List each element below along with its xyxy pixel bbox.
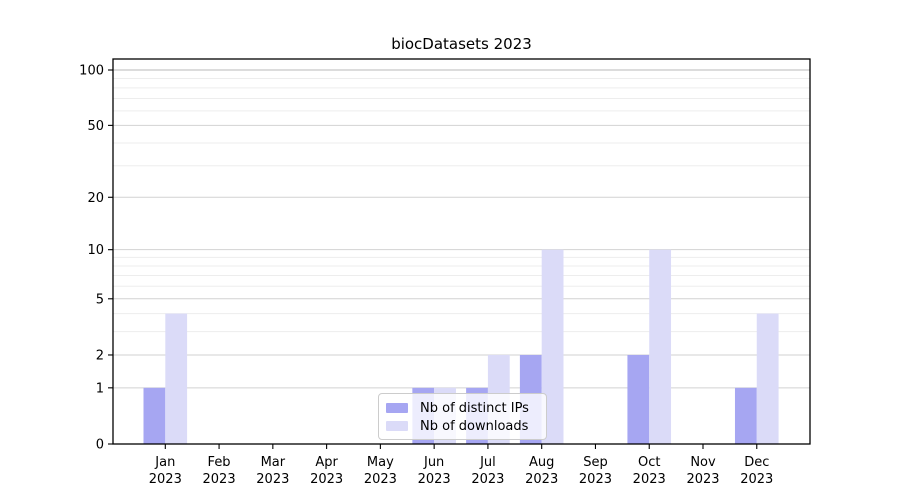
x-tick-label-year: 2023 — [525, 472, 558, 487]
y-tick-label: 5 — [96, 292, 104, 307]
x-tick-label-year: 2023 — [418, 472, 451, 487]
x-tick-label-year: 2023 — [203, 472, 236, 487]
bar-distinct-ips-oct — [627, 354, 650, 444]
bar-downloads-oct — [649, 249, 672, 444]
x-tick-label-year: 2023 — [471, 472, 504, 487]
x-tick-label-month: Apr — [315, 455, 338, 470]
legend-label-downloads: Nb of downloads — [420, 418, 529, 434]
x-tick-label-month: Nov — [690, 455, 716, 470]
x-tick-label-year: 2023 — [579, 472, 612, 487]
y-tick-label: 100 — [79, 64, 104, 79]
legend-swatch-downloads — [386, 421, 408, 431]
x-tick-label-year: 2023 — [310, 472, 343, 487]
legend-item-downloads: Nb of downloads — [386, 417, 538, 435]
bar-distinct-ips-jan — [143, 387, 166, 444]
x-tick-label-month: Sep — [583, 455, 608, 470]
x-tick-label-year: 2023 — [740, 472, 773, 487]
y-tick-label: 10 — [87, 243, 104, 258]
bar-distinct-ips-dec — [734, 387, 757, 444]
x-tick-label-month: Jun — [423, 455, 444, 470]
x-tick-label-month: Dec — [744, 455, 769, 470]
x-tick-label-year: 2023 — [633, 472, 666, 487]
bar-downloads-aug — [541, 249, 564, 444]
legend: Nb of distinct IPs Nb of downloads — [378, 393, 547, 440]
x-tick-label-year: 2023 — [256, 472, 289, 487]
x-tick-label-month: Mar — [261, 455, 286, 470]
legend-label-distinct-ips: Nb of distinct IPs — [420, 400, 529, 416]
y-tick-label: 1 — [96, 381, 104, 396]
x-tick-label-month: May — [367, 455, 394, 470]
x-tick-label-month: Feb — [208, 455, 231, 470]
legend-item-distinct-ips: Nb of distinct IPs — [386, 399, 538, 417]
bar-downloads-jan — [165, 313, 188, 444]
bar-downloads-dec — [756, 313, 779, 444]
y-tick-label: 20 — [87, 191, 104, 206]
x-tick-label-month: Jan — [154, 455, 175, 470]
x-tick-label-year: 2023 — [149, 472, 182, 487]
y-tick-label: 50 — [87, 119, 104, 134]
x-tick-label-year: 2023 — [686, 472, 719, 487]
x-tick-label-month: Aug — [529, 455, 554, 470]
chart-title: biocDatasets 2023 — [391, 35, 532, 53]
legend-swatch-distinct-ips — [386, 403, 408, 413]
x-tick-label-year: 2023 — [364, 472, 397, 487]
x-tick-label-month: Oct — [638, 455, 660, 470]
y-tick-label: 2 — [96, 348, 104, 363]
y-tick-label: 0 — [96, 438, 104, 453]
plot-border — [112, 58, 811, 445]
x-tick-label-month: Jul — [479, 455, 496, 470]
